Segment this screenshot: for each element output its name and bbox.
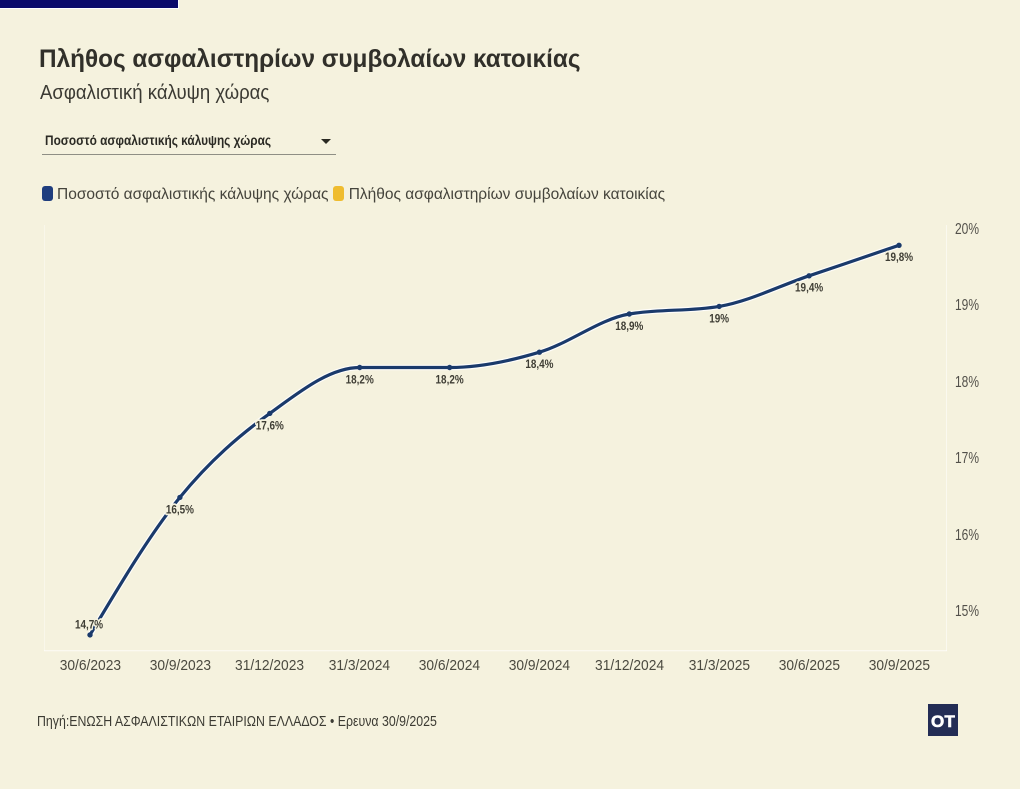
svg-text:18,9%: 18,9% xyxy=(615,320,643,333)
svg-text:18,2%: 18,2% xyxy=(346,373,374,386)
svg-text:14,7%: 14,7% xyxy=(75,618,103,631)
svg-text:16,5%: 16,5% xyxy=(166,503,194,516)
svg-text:18,2%: 18,2% xyxy=(436,373,464,386)
svg-text:18,4%: 18,4% xyxy=(525,358,553,371)
svg-text:19%: 19% xyxy=(709,312,729,325)
svg-text:16,5%: 16,5% xyxy=(166,503,194,516)
svg-text:17,6%: 17,6% xyxy=(256,419,284,432)
svg-text:18,4%: 18,4% xyxy=(525,358,553,371)
svg-text:17,6%: 17,6% xyxy=(256,419,284,432)
svg-text:19,8%: 19,8% xyxy=(885,251,913,264)
svg-text:14,7%: 14,7% xyxy=(75,618,103,631)
svg-text:19,8%: 19,8% xyxy=(885,251,913,264)
svg-text:18,9%: 18,9% xyxy=(615,320,643,333)
svg-text:19%: 19% xyxy=(709,312,729,325)
svg-text:19,4%: 19,4% xyxy=(795,282,823,295)
svg-text:18,2%: 18,2% xyxy=(346,373,374,386)
svg-text:18,2%: 18,2% xyxy=(436,373,464,386)
svg-text:19,4%: 19,4% xyxy=(795,282,823,295)
